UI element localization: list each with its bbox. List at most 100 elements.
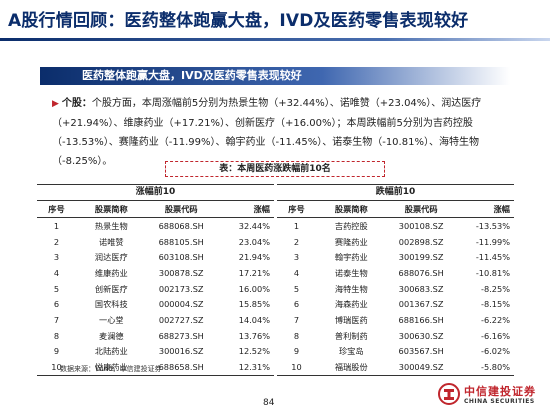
row-index-cell: 4 [293, 267, 300, 278]
table-row: 4 诺泰生物 688076.SH -10.81% [277, 265, 514, 281]
change-cell: -13.53% [475, 220, 510, 231]
row-index-cell: 7 [293, 314, 300, 325]
row-index-cell: 6 [53, 299, 60, 310]
row-index-cell: 10 [277, 359, 316, 376]
table-row: 2 诺唯赞 688105.SH 23.04% [37, 234, 274, 250]
stock-name-cell: 润达医疗 [94, 252, 128, 263]
table-row: 1 热景生物 688068.SH 32.44% [37, 218, 274, 234]
stock-name-cell: 一心堂 [99, 314, 124, 325]
stock-summary-paragraph: ▶ 个股：个股方面，本周涨幅前5分别为热景生物（+32.44%）、诺唯赞（+23.… [52, 94, 512, 171]
stock-code-cell: 000004.SZ [158, 299, 204, 310]
gainers-column-header-row: 序号 股票简称 股票代码 涨幅 [37, 201, 274, 218]
subtitle-band [40, 67, 510, 85]
losers-header: 跌幅前10 [277, 184, 514, 201]
change-cell: 12.52% [238, 346, 270, 357]
row-index-cell: 2 [293, 236, 300, 247]
gainers-table-body: 1 热景生物 688068.SH 32.44% 2 诺唯赞 688105.SH 23.04% 3… [37, 218, 274, 376]
change-cell: 23.04% [238, 236, 270, 247]
table-row: 9 北陆药业 300016.SZ 12.52% [37, 344, 274, 360]
table-row: 1 吉药控股 300108.SZ -13.53% [277, 218, 514, 234]
change-cell: 32.44% [238, 220, 270, 231]
stock-code-cell: 300049.SZ [386, 359, 456, 376]
company-logo-name-en: CHINA SECURITIES [464, 398, 535, 405]
losers-table: 序号 股票简称 股票代码 涨幅 1 吉药控股 300108.SZ -13.53% 2 赛隆… [277, 201, 514, 376]
stock-code-cell: 688166.SH [398, 314, 444, 325]
stock-code-cell: 688273.SH [158, 330, 204, 341]
gainers-table: 序号 股票简称 股票代码 涨幅 1 热景生物 688068.SH 32.44% 2 诺唯赞… [37, 201, 274, 376]
gainers-table-section: 涨幅前10 序号 股票简称 股票代码 涨幅 1 热景生物 688068.SH 32.4… [37, 184, 274, 376]
change-cell: -6.16% [481, 330, 510, 341]
company-logo: 中信建投证券 CHINA SECURITIES [438, 381, 546, 409]
losers-column-header-row: 序号 股票简称 股票代码 涨幅 [277, 201, 514, 218]
stock-name-cell: 麦澜德 [99, 330, 124, 341]
stock-name-cell: 福瑞股份 [315, 359, 387, 376]
stock-name-cell: 国农科技 [94, 299, 128, 310]
column-header-code: 股票代码 [146, 201, 216, 218]
change-cell: -11.99% [475, 236, 510, 247]
column-header-index: 序号 [37, 201, 76, 218]
stock-name-cell: 博瑞医药 [334, 314, 368, 325]
table-row: 6 海森药业 001367.SZ -8.15% [277, 296, 514, 312]
company-logo-icon [438, 383, 460, 405]
stock-code-cell: 688068.SH [158, 220, 204, 231]
stock-name-cell: 翰宇药业 [334, 252, 368, 263]
row-index-cell: 1 [293, 220, 300, 231]
stock-code-cell: 001367.SZ [398, 299, 444, 310]
table-row: 7 一心堂 002727.SZ 14.04% [37, 312, 274, 328]
table-row: 10 悦康药业 688658.SH 12.31% [37, 359, 274, 376]
stock-name-cell: 普利制药 [334, 330, 368, 341]
table-row: 3 润达医疗 603108.SH 21.94% [37, 249, 274, 265]
table-row: 6 国农科技 000004.SZ 15.85% [37, 296, 274, 312]
change-cell: 13.76% [238, 330, 270, 341]
table-row: 10 福瑞股份 300049.SZ -5.80% [277, 359, 514, 376]
row-index-cell: 7 [53, 314, 60, 325]
stock-summary-text: 个股方面，本周涨幅前5分别为热景生物（+32.44%）、诺唯赞（+23.04%）… [52, 98, 482, 167]
section-subtitle: 医药整体跑赢大盘，IVD及医药零售表现较好 [82, 69, 302, 82]
row-index-cell: 4 [53, 267, 60, 278]
table-row: 8 普利制药 300630.SZ -6.16% [277, 328, 514, 344]
stock-summary-lead: 个股： [61, 98, 92, 109]
change-cell: -5.80% [455, 359, 514, 376]
stock-name-cell: 珍宝岛 [338, 346, 364, 357]
change-cell: -11.45% [475, 252, 510, 263]
stock-name-cell: 诺唯赞 [99, 236, 124, 247]
change-cell: -6.22% [481, 314, 510, 325]
stock-name-cell: 热景生物 [94, 220, 128, 231]
change-cell: 21.94% [238, 252, 270, 263]
stock-name-cell: 吉药控股 [334, 220, 368, 231]
stock-code-cell: 002898.SZ [398, 236, 444, 247]
stock-code-cell: 300683.SZ [398, 283, 444, 294]
column-header-name: 股票简称 [75, 201, 147, 218]
stock-code-cell: 002727.SZ [158, 314, 204, 325]
table-row: 7 博瑞医药 688166.SH -6.22% [277, 312, 514, 328]
gainers-header: 涨幅前10 [37, 184, 274, 201]
row-index-cell: 3 [53, 252, 60, 263]
table-row: 3 翰宇药业 300199.SZ -11.45% [277, 249, 514, 265]
stock-code-cell: 688658.SH [146, 359, 216, 376]
stock-code-cell: 688105.SH [158, 236, 204, 247]
table-row: 4 维康药业 300878.SZ 17.21% [37, 265, 274, 281]
change-cell: 17.21% [238, 267, 270, 278]
stock-name-cell: 北陆药业 [94, 346, 128, 357]
bullet-triangle-icon: ▶ [52, 99, 59, 109]
stock-code-cell: 603567.SH [398, 346, 444, 357]
column-header-index: 序号 [277, 201, 316, 218]
stock-code-cell: 603108.SH [158, 252, 204, 263]
data-source-note: 数据来源：Wind，中信建投证券 [60, 365, 162, 373]
losers-table-section: 跌幅前10 序号 股票简称 股票代码 涨幅 1 吉药控股 300108.SZ -13.… [277, 184, 514, 376]
row-index-cell: 8 [53, 330, 60, 341]
stock-name-cell: 维康药业 [94, 267, 128, 278]
stock-code-cell: 002173.SZ [158, 283, 204, 294]
page-title: A股行情回顾：医药整体跑赢大盘，IVD及医药零售表现较好 [8, 11, 469, 31]
stock-code-cell: 300199.SZ [398, 252, 444, 263]
column-header-change: 涨幅 [455, 201, 514, 218]
page-number: 84 [263, 398, 275, 408]
title-divider [0, 38, 550, 41]
row-index-cell: 1 [53, 220, 60, 231]
company-logo-name-cn: 中信建投证券 [464, 385, 536, 398]
stock-name-cell: 海森药业 [334, 299, 368, 310]
change-cell: -8.15% [481, 299, 510, 310]
table-caption: 表：本周医药涨跌幅前10名 [165, 161, 385, 177]
row-index-cell: 2 [53, 236, 60, 247]
stock-code-cell: 688076.SH [398, 267, 444, 278]
